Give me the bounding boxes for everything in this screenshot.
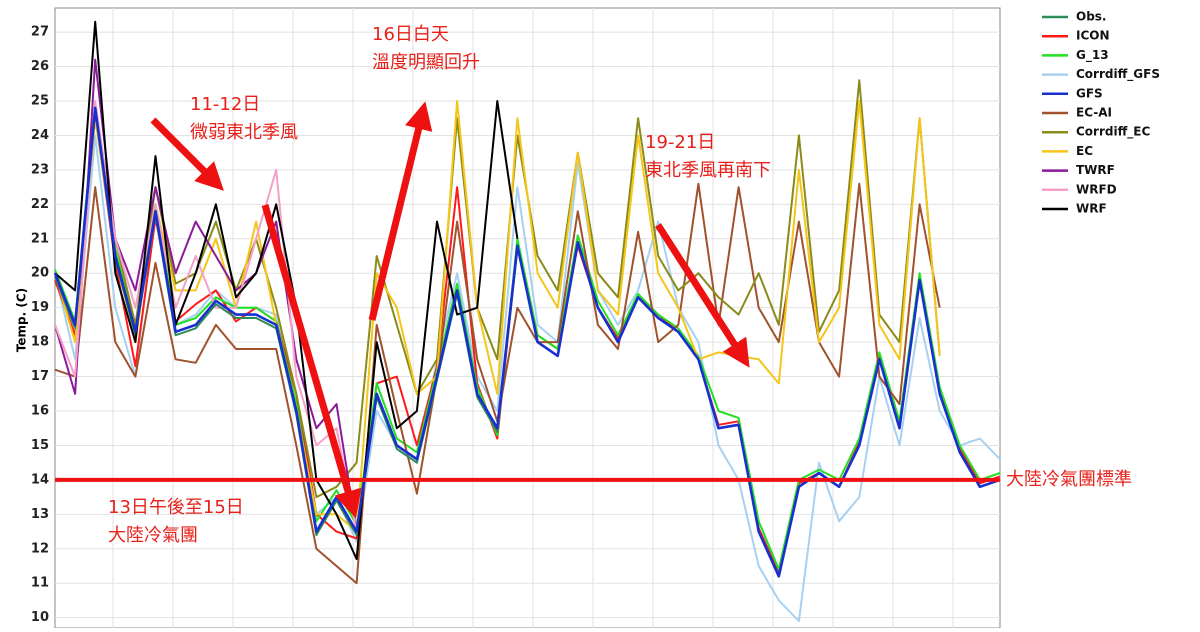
y-tick-label: 23 — [31, 162, 49, 177]
y-tick-label: 16 — [31, 404, 49, 419]
y-tick-label: 13 — [31, 507, 49, 522]
legend-label: Obs. — [1076, 10, 1107, 24]
annotation: 微弱東北季風 — [190, 122, 298, 143]
annotation: 13日午後至15日 — [108, 497, 244, 518]
arrow — [261, 204, 362, 519]
arrow — [368, 101, 433, 321]
y-tick-label: 11 — [31, 576, 49, 591]
annotation: 東北季風再南下 — [645, 160, 771, 181]
legend-label: Corrdiff_EC — [1076, 125, 1151, 140]
annotation: 16日白天 — [372, 24, 449, 45]
y-tick-label: 20 — [31, 266, 49, 281]
y-tick-label: 22 — [31, 197, 49, 212]
series-line — [54, 134, 1001, 623]
annotation: 溫度明顯回升 — [372, 52, 480, 73]
y-tick-label: 18 — [31, 335, 49, 350]
annotation: 19-21日 — [645, 132, 715, 153]
series-line — [54, 100, 358, 532]
y-tick-label: 26 — [31, 59, 49, 74]
reference-label: 大陸冷氣團標準 — [1006, 469, 1132, 490]
legend-label: G_13 — [1076, 48, 1109, 63]
y-tick-label: 17 — [31, 369, 49, 384]
series-line — [54, 79, 941, 499]
legend: Obs. ICON G_13 Corrdiff_GFS GFS EC-AI Corrdiff… — [1042, 10, 1160, 216]
legend-label: TWRF — [1076, 163, 1115, 177]
y-tick-label: 25 — [31, 94, 49, 109]
series-line — [54, 20, 519, 561]
legend-label: Corrdiff_GFS — [1076, 67, 1160, 82]
y-tick-label: 15 — [31, 438, 49, 453]
annotation: 大陸冷氣團 — [108, 525, 198, 546]
y-tick-label: 12 — [31, 541, 49, 556]
y-tick-label: 24 — [31, 128, 49, 143]
annotation: 11-12日 — [190, 94, 260, 115]
arrow — [655, 223, 750, 368]
y-tick-label: 19 — [31, 300, 49, 315]
y-tick-label: 27 — [31, 25, 49, 40]
arrow — [150, 117, 224, 191]
legend-label: GFS — [1076, 86, 1103, 100]
legend-label: EC-AI — [1076, 106, 1112, 120]
y-tick-label: 21 — [31, 231, 49, 246]
reference: 大陸冷氣團標準 — [55, 469, 1132, 490]
plot-area — [54, 7, 1001, 629]
legend-label: WRF — [1076, 202, 1107, 216]
y-tick-label: 14 — [31, 472, 49, 487]
legend-label: WRFD — [1076, 182, 1117, 196]
y-tick-label: 10 — [31, 610, 49, 625]
legend-label: ICON — [1076, 29, 1110, 43]
y-axis-label: Temp. (C) — [15, 288, 29, 352]
legend-label: EC — [1076, 144, 1093, 158]
arrows — [150, 101, 750, 519]
